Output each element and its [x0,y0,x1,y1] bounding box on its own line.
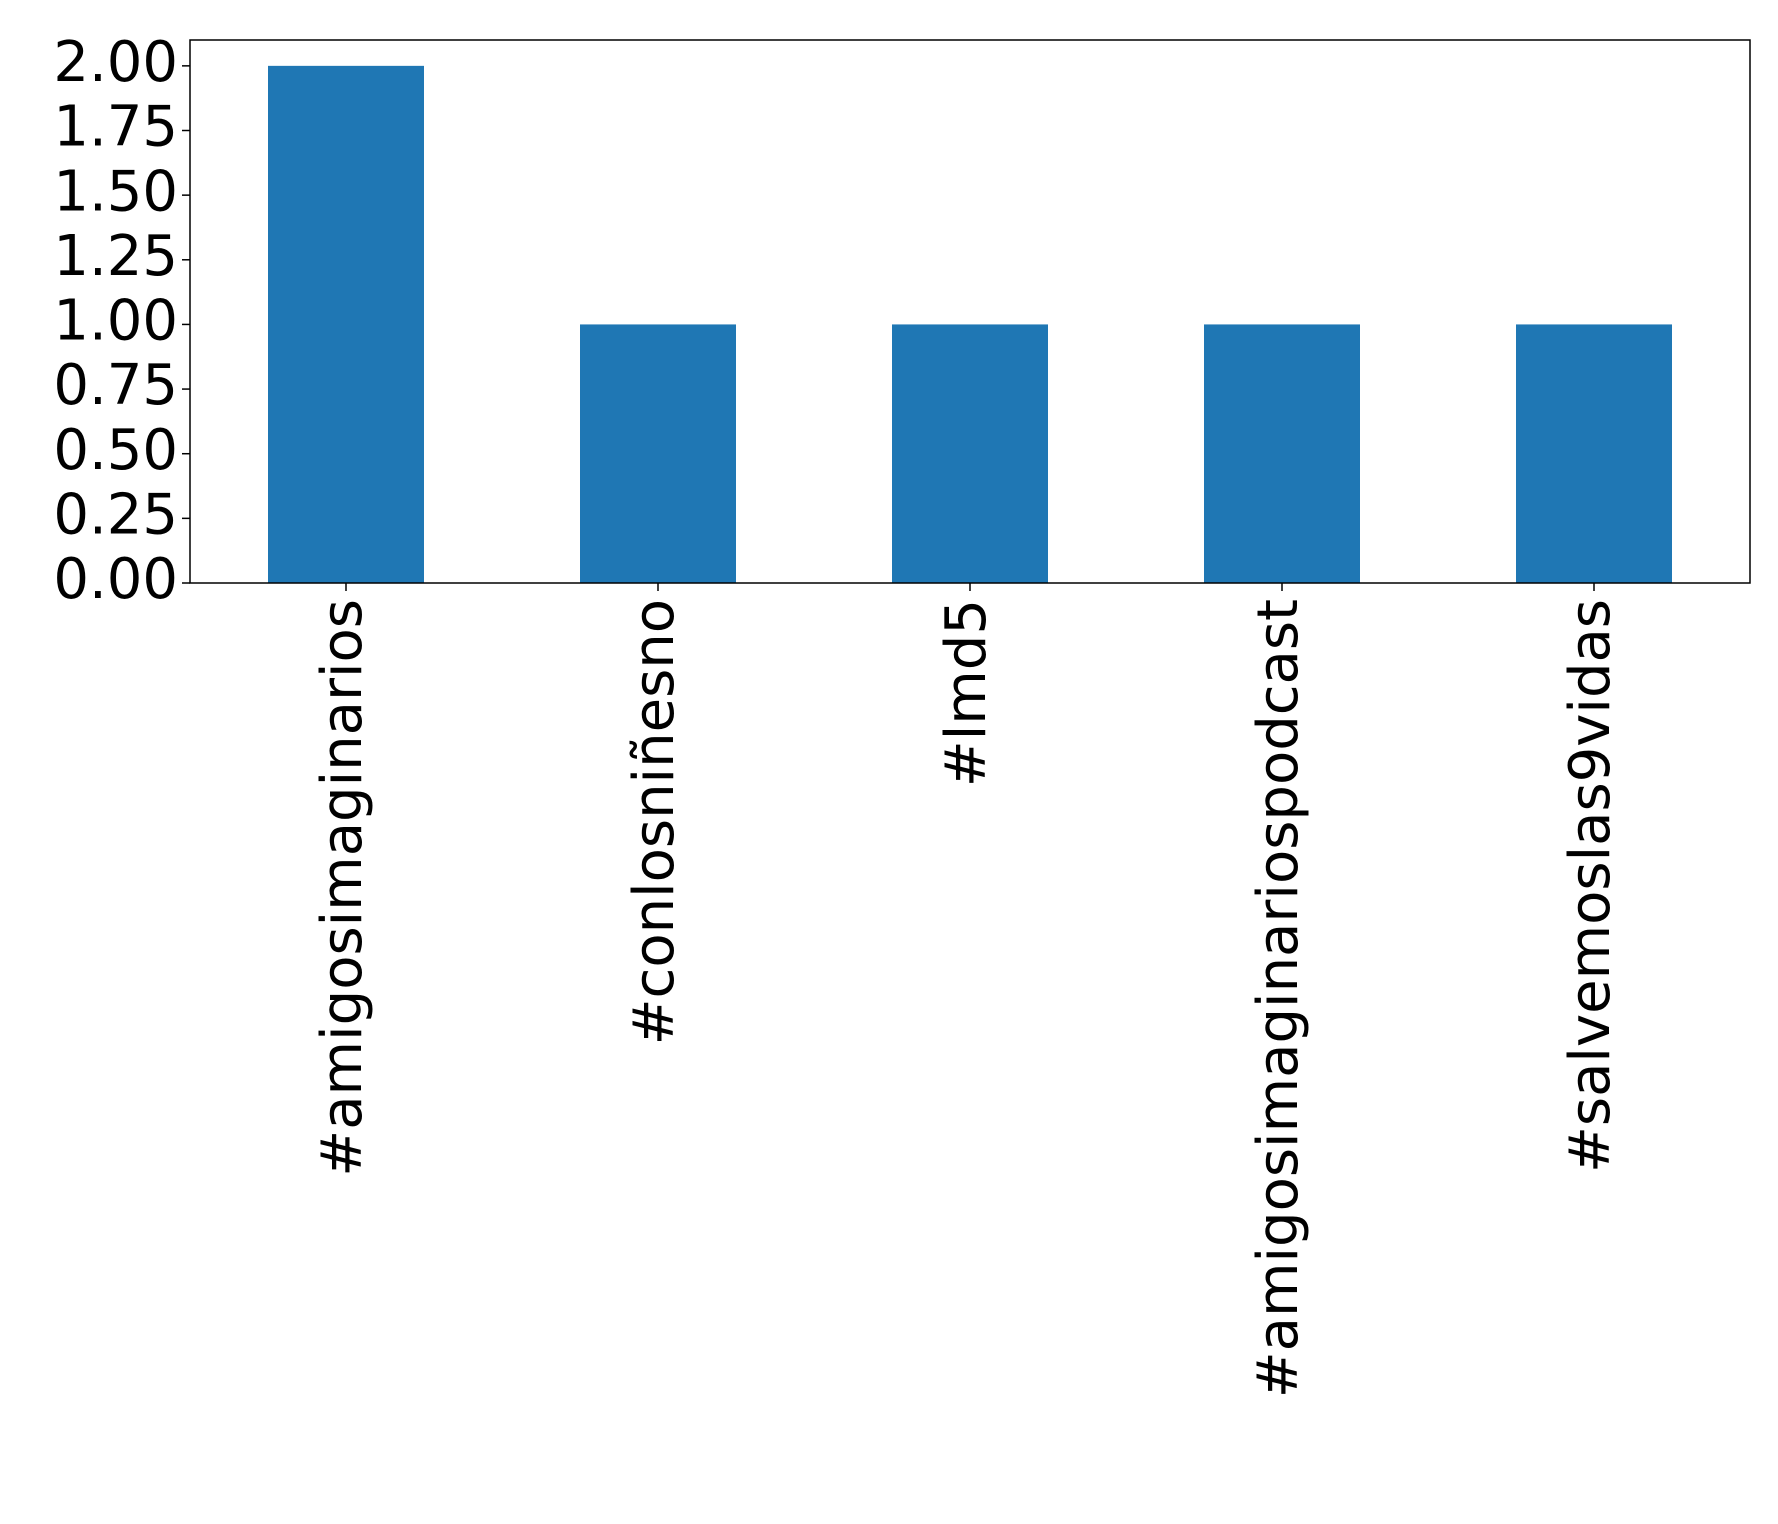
x-tick-label: #amigosimaginarios [310,599,375,1177]
x-tick-label: #salvemoslas9vidas [1558,599,1623,1173]
y-tick-label: 0.00 [53,547,178,612]
y-tick-label: 1.50 [53,159,178,224]
x-tick-label: #conlosniñesno [622,599,687,1045]
plot-frame [189,39,1751,584]
bars-group [268,65,1672,584]
y-axis: 0.000.250.500.751.001.251.501.752.00 [53,30,190,612]
bar [580,324,736,583]
y-tick-label: 0.50 [53,418,178,483]
bar [1516,324,1672,583]
x-tick-label: #amigosimaginariospodcast [1246,599,1311,1398]
bar [1204,324,1360,583]
x-axis: #amigosimaginarios #conlosniñesno #lmd5 #am… [310,583,1623,1398]
y-tick-label: 0.25 [53,482,178,547]
y-tick-label: 1.25 [53,224,178,289]
bar [268,65,424,584]
y-tick-label: 0.75 [53,353,178,418]
bar [892,324,1048,583]
x-tick-label: #lmd5 [934,599,999,787]
y-tick-label: 1.00 [53,289,178,354]
y-tick-label: 2.00 [53,30,178,95]
y-tick-label: 1.75 [53,95,178,160]
